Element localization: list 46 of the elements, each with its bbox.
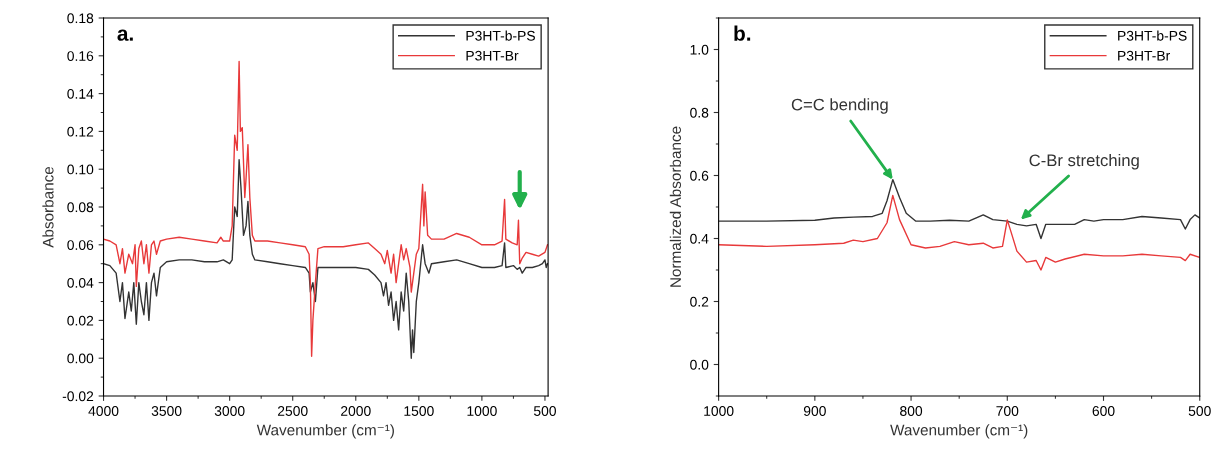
annotation: C=C bending [791, 98, 888, 114]
annotation: a. [117, 29, 133, 41]
y-tick-label: 0.08 [67, 202, 94, 213]
x-tick-label: 2500 [277, 406, 308, 416]
legend-label: P3HT-b-PS [1118, 30, 1187, 41]
y-tick-label: 0.6 [690, 170, 709, 181]
y-tick-label: -0.02 [62, 391, 94, 402]
y-tick-label: 0.14 [67, 88, 94, 99]
x-tick-label: 600 [1092, 406, 1115, 416]
y-tick-label: 1.0 [690, 44, 709, 55]
y-tick-label: 0.0 [690, 359, 709, 370]
x-axis-title: Wavenumber (cm⁻¹) [256, 424, 394, 439]
y-tick-label: 0.12 [67, 126, 94, 137]
y-tick-label: 0.4 [690, 233, 709, 244]
legend-label: P3HT-Br [466, 50, 519, 61]
x-tick-label: 1500 [404, 406, 434, 416]
y-tick-label: 0.06 [67, 240, 94, 250]
x-tick-label: 700 [996, 406, 1019, 416]
x-tick-label: 500 [1188, 406, 1211, 416]
x-tick-label: 1000 [704, 406, 734, 416]
y-axis-title: Normalized Absorbance [669, 126, 682, 287]
x-tick-label: 800 [900, 406, 923, 416]
annotation: C-Br stretching [1029, 153, 1139, 170]
y-tick-label: 0.16 [67, 51, 94, 61]
x-axis-title: Wavenumber (cm⁻¹) [890, 424, 1028, 439]
annotation: b. [734, 25, 751, 41]
x-tick-label: 500 [533, 406, 556, 416]
y-tick-label: 0.10 [67, 164, 94, 175]
y-tick-label: 0.18 [67, 13, 94, 24]
y-tick-label: 0.8 [690, 107, 709, 118]
line-series [103, 60, 549, 358]
legend-label: P3HT-b-PS [466, 30, 535, 41]
x-tick-label: 1000 [467, 406, 497, 416]
x-tick-label: 4000 [88, 406, 119, 416]
y-tick-label: 0.02 [67, 315, 94, 326]
y-axis-title: Absorbance [42, 166, 54, 248]
x-tick-label: 900 [803, 406, 826, 416]
x-tick-label: 3500 [151, 406, 182, 416]
y-tick-label: 0.2 [690, 296, 709, 307]
line-series [718, 194, 1200, 271]
x-tick-label: 2000 [341, 406, 371, 416]
x-tick-label: 3000 [214, 406, 245, 416]
y-tick-label: 0.04 [67, 277, 94, 288]
y-tick-label: 0.00 [67, 353, 94, 364]
legend-label: P3HT-Br [1118, 50, 1171, 61]
line-series [103, 159, 549, 359]
